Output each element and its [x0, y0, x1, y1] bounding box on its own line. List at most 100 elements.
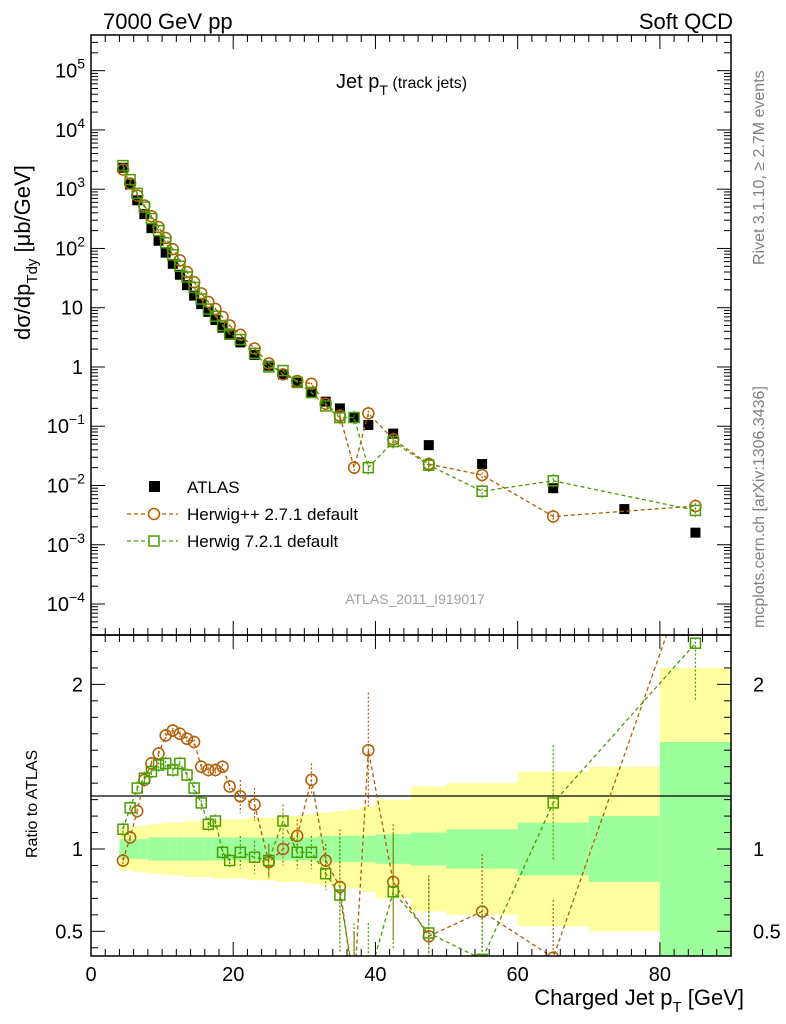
- herwig7-point: [689, 504, 702, 517]
- ratio-herwig7-point: [209, 815, 222, 827]
- y-tick-label: 1: [72, 357, 83, 379]
- ratio-band-stat: [361, 835, 376, 863]
- y-tick-label: 10−4: [47, 589, 85, 616]
- ratio-herwigpp-point: [123, 831, 137, 844]
- ratio-herwigpp-point: [690, 547, 701, 558]
- ratio-herwig7-point: [334, 889, 346, 901]
- herwig7-point: [202, 303, 215, 315]
- atlas-point: [349, 412, 360, 423]
- ratio-herwig7-point: [167, 764, 179, 776]
- ratio-herwigpp-point: [194, 760, 208, 773]
- ratio-line: [122, 635, 668, 956]
- herwigpp-point: [546, 510, 560, 523]
- ratio-band-stat: [147, 837, 155, 861]
- x-tick-label: 60: [507, 964, 529, 986]
- ratio-herwigpp-point: [180, 732, 194, 745]
- x-tick-label: 20: [222, 964, 244, 986]
- herwig7-point: [263, 361, 275, 373]
- herwig7-point: [547, 475, 559, 487]
- plot-title: Jet pT (track jets): [336, 71, 467, 98]
- herwig7-point: [362, 461, 375, 474]
- atlas-point: [203, 306, 214, 317]
- atlas-point: [235, 337, 246, 348]
- ratio-band-stat: [119, 839, 127, 859]
- ratio-band-stat: [211, 837, 219, 861]
- atlas-point: [132, 195, 143, 206]
- atlas-point: [153, 235, 164, 246]
- herwigpp-point: [475, 468, 489, 482]
- atlas-point: [423, 440, 434, 451]
- legend-label: ATLAS: [187, 478, 240, 497]
- atlas-point: [548, 483, 559, 494]
- atlas-point: [363, 419, 374, 430]
- atlas-point: [477, 459, 488, 470]
- herwigpp-point: [209, 302, 222, 316]
- header-left: 7000 GeV pp: [103, 9, 233, 34]
- ratio-herwig7-point: [305, 846, 318, 859]
- ratio-tick-label-right: 1: [753, 839, 764, 861]
- ratio-panel: 0 20 40 60 80 0.5 0.5 1 1 2 2 Ratio to ATLAS Charg…: [24, 547, 781, 1016]
- atlas-point: [160, 247, 171, 258]
- herwig7-point: [145, 212, 158, 225]
- series-line: [122, 169, 696, 518]
- herwig7-point: [248, 347, 261, 360]
- herwig7-point: [216, 319, 229, 332]
- ratio-tick-label: 0.5: [55, 921, 83, 943]
- ratio-herwigpp-point: [202, 763, 215, 777]
- ratio-herwig7-point: [216, 846, 229, 859]
- ratio-herwig7-point: [689, 637, 702, 649]
- atlas-point: [139, 209, 150, 220]
- analysis-id: ATLAS_2011_I919017: [345, 591, 485, 607]
- herwigpp-point: [362, 407, 375, 420]
- ratio-herwigpp-point: [216, 760, 229, 773]
- ratio-herwig7-point: [423, 927, 435, 939]
- legend-marker: [148, 535, 160, 547]
- ratio-herwig7-point: [181, 769, 193, 781]
- herwig7-point: [305, 386, 318, 399]
- header-right: Soft QCD: [639, 9, 733, 34]
- ratio-herwig7-point: [145, 765, 158, 778]
- ratio-herwigpp-point: [223, 780, 236, 793]
- atlas-point: [189, 290, 200, 301]
- y-tick-label: 10−3: [47, 530, 85, 557]
- herwig7-point: [159, 236, 172, 249]
- herwig7-point: [348, 411, 360, 424]
- herwigpp-point: [305, 377, 318, 391]
- herwig7-point: [138, 201, 151, 213]
- herwig7-point: [277, 364, 289, 377]
- herwig7-point: [188, 281, 200, 294]
- ratio-herwig7-point: [152, 759, 165, 771]
- herwig7-point: [117, 159, 129, 172]
- legend-marker: [149, 481, 160, 492]
- ratio-band-stat: [219, 837, 227, 861]
- ratio-herwig7-point: [174, 757, 186, 770]
- ratio-band-stat: [162, 837, 170, 861]
- ratio-band-stat: [226, 837, 234, 861]
- herwig7-point: [124, 173, 136, 186]
- ratio-herwig7-point: [138, 772, 151, 784]
- herwig7-point: [195, 293, 207, 305]
- ratio-herwig7-point: [159, 757, 172, 770]
- herwig7-point: [476, 485, 488, 497]
- herwigpp-point: [223, 319, 236, 332]
- herwigpp-point: [216, 310, 229, 324]
- y-tick-label: 105: [55, 56, 85, 83]
- herwig7-point: [234, 333, 247, 346]
- ratio-band-stat: [588, 816, 660, 882]
- atlas-point: [167, 258, 178, 269]
- herwigpp-point: [202, 295, 215, 309]
- ratio-herwigpp-point: [130, 804, 144, 818]
- ratio-band-stat: [169, 837, 177, 861]
- ratio-herwigpp-point: [547, 951, 560, 956]
- ratio-herwig7-point: [349, 976, 359, 986]
- ratio-herwig7-point: [547, 797, 559, 809]
- legend-label: Herwig++ 2.7.1 default: [187, 505, 358, 524]
- legend-label: Herwig 7.2.1 default: [187, 532, 338, 551]
- ratio-band-stat: [347, 835, 362, 863]
- ratio-band-stat: [140, 839, 148, 859]
- ratio-frame: [90, 634, 732, 957]
- y-tick-label: 10: [61, 298, 83, 320]
- ratio-herwig7-point: [131, 782, 143, 794]
- ratio-herwig7-point: [188, 782, 200, 794]
- ratio-herwig7-point: [195, 797, 207, 809]
